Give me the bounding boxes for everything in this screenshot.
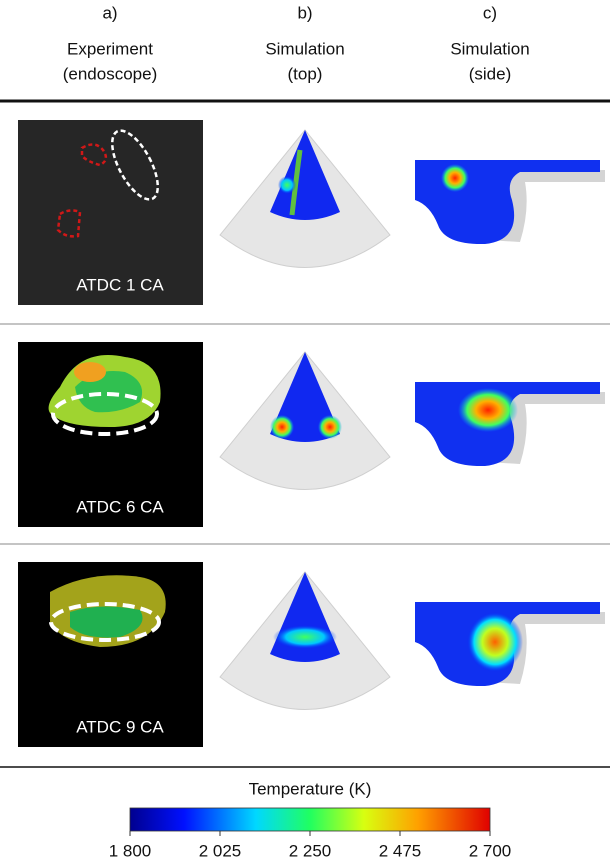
column-letter: c) bbox=[483, 3, 497, 22]
column-subtitle: (top) bbox=[288, 64, 323, 83]
row-label: ATDC 1 CA bbox=[76, 275, 164, 294]
row: ATDC 1 CA bbox=[18, 120, 605, 305]
column-letter: b) bbox=[297, 3, 312, 22]
row-label: ATDC 6 CA bbox=[76, 497, 164, 516]
row-label: ATDC 9 CA bbox=[76, 717, 164, 736]
simulation-top bbox=[220, 130, 390, 268]
colorbar bbox=[130, 808, 490, 831]
column-title: Simulation bbox=[450, 39, 529, 58]
column-headers: a) Experiment (endoscope) b) Simulation … bbox=[63, 3, 530, 83]
simulation-top bbox=[220, 352, 390, 490]
column-subtitle: (side) bbox=[469, 64, 512, 83]
column-title: Experiment bbox=[67, 39, 153, 58]
row: ATDC 9 CA bbox=[18, 562, 605, 747]
colorbar-title: Temperature (K) bbox=[249, 779, 372, 798]
colorbar-tick-label: 2 700 bbox=[469, 841, 512, 860]
colorbar-tick-label: 2 250 bbox=[289, 841, 332, 860]
column-letter: a) bbox=[102, 3, 117, 22]
colorbar-tick-label: 2 475 bbox=[379, 841, 422, 860]
colorbar-tick-label: 2 025 bbox=[199, 841, 242, 860]
colorbar-tick-label: 1 800 bbox=[109, 841, 152, 860]
column-title: Simulation bbox=[265, 39, 344, 58]
column-subtitle: (endoscope) bbox=[63, 64, 158, 83]
figure: a) Experiment (endoscope) b) Simulation … bbox=[0, 0, 610, 862]
row: ATDC 6 CA bbox=[18, 342, 605, 527]
